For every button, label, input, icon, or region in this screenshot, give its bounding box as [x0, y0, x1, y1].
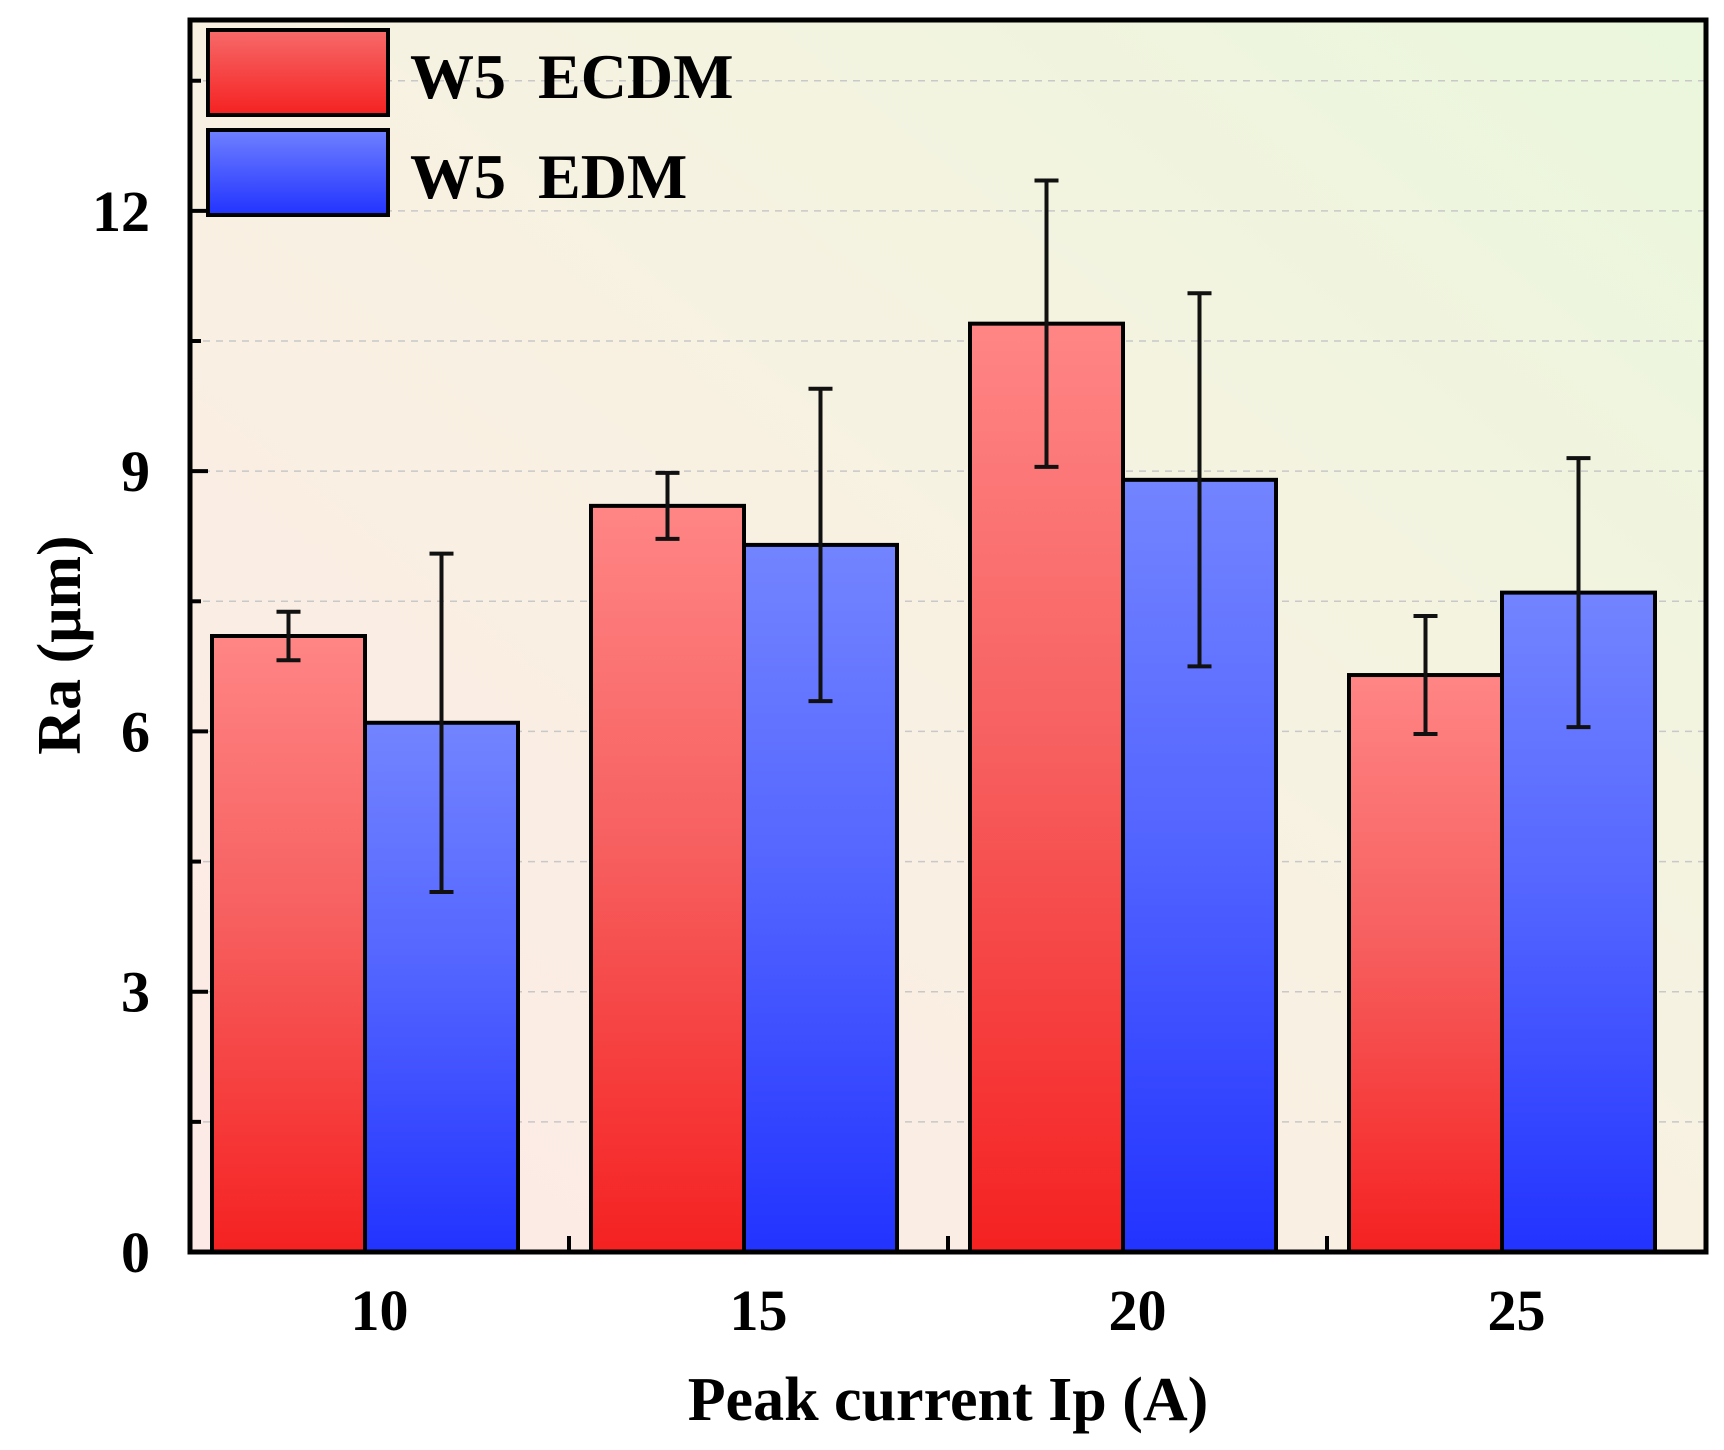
y-tick-label: 12 — [92, 179, 150, 244]
y-tick-label: 0 — [121, 1220, 150, 1285]
x-tick-labels: 10 15 20 25 — [351, 1278, 1546, 1343]
y-tick-label: 6 — [121, 699, 150, 764]
legend-label-ecdm: W5 ECDM — [410, 41, 734, 112]
legend: W5 ECDM W5 EDM — [206, 28, 734, 217]
bar-ecdm — [210, 634, 367, 1254]
x-tick-label: 10 — [351, 1278, 409, 1343]
axis-ticks — [190, 78, 1329, 1252]
legend-swatch-edm — [206, 128, 390, 217]
y-tick-labels: 0 3 6 9 12 — [92, 179, 150, 1285]
x-axis-title: Peak current Ip (A) — [688, 1366, 1209, 1434]
legend-swatch-ecdm — [206, 28, 390, 117]
x-tick-label: 25 — [1488, 1278, 1546, 1343]
bar-ecdm — [1347, 673, 1504, 1254]
x-tick-label: 20 — [1109, 1278, 1167, 1343]
legend-label-edm: W5 EDM — [410, 141, 687, 212]
y-axis-title: Ra (μm) — [26, 535, 94, 754]
y-tick-label: 9 — [121, 439, 150, 504]
bar-ecdm — [589, 503, 746, 1255]
x-tick-label: 15 — [730, 1278, 788, 1343]
y-tick-label: 3 — [121, 960, 150, 1025]
error-bars — [276, 178, 1591, 894]
